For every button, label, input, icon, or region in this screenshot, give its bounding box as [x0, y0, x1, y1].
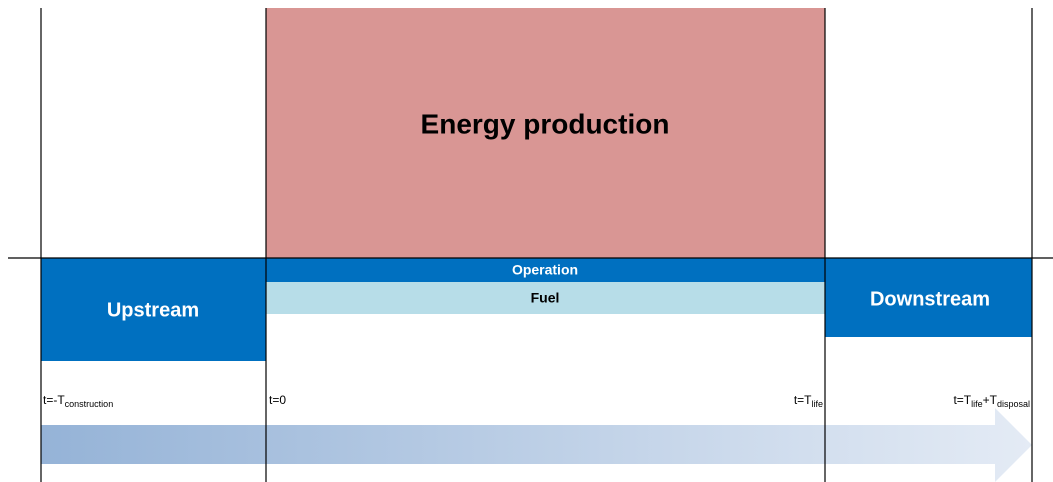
- time-label: t=0: [269, 393, 286, 407]
- operation-block: [266, 258, 825, 282]
- operation-label: Operation: [512, 262, 578, 278]
- downstream-label: Downstream: [870, 288, 990, 310]
- upstream-block: [41, 258, 266, 361]
- energy-production-block: [266, 8, 825, 258]
- time-label: t=Tlife+Tdisposal: [953, 393, 1030, 409]
- fuel-label: Fuel: [531, 290, 560, 306]
- upstream-label: Upstream: [107, 299, 199, 321]
- energy-production-label: Energy production: [421, 108, 670, 139]
- time-label: t=Tlife: [794, 393, 823, 409]
- time-label: t=-Tconstruction: [43, 393, 113, 409]
- time-arrow: [41, 408, 1032, 482]
- fuel-block: [266, 282, 825, 314]
- downstream-block: [825, 258, 1032, 337]
